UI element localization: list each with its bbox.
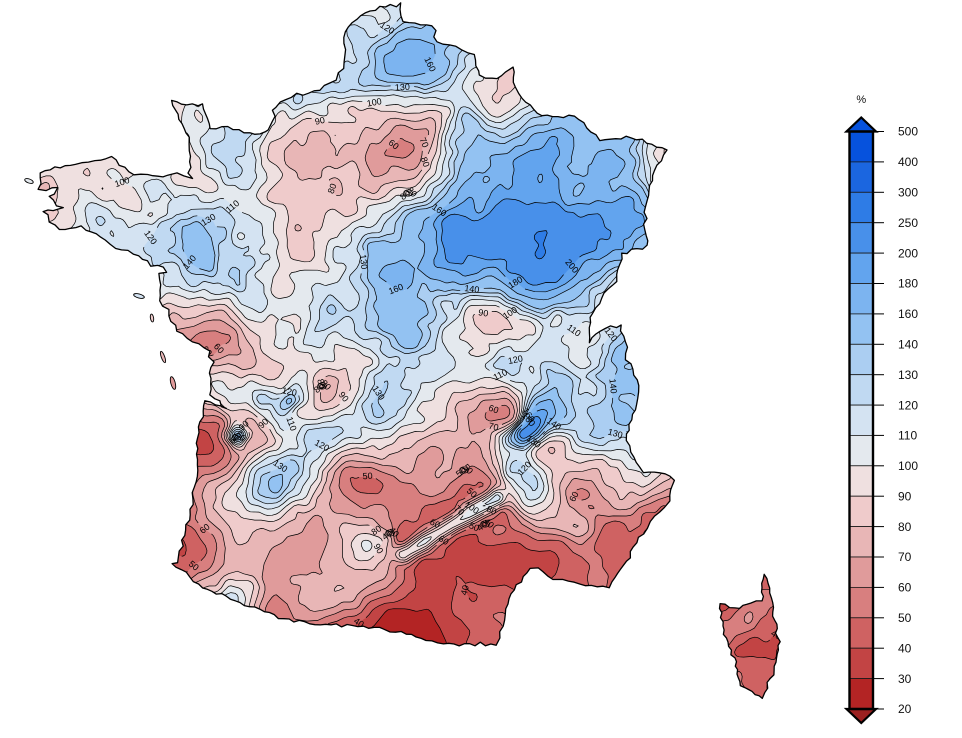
svg-text:80: 80 — [898, 520, 912, 534]
svg-text:400: 400 — [898, 155, 918, 169]
svg-text:40: 40 — [482, 516, 496, 530]
svg-text:40: 40 — [387, 525, 401, 539]
svg-text:60: 60 — [387, 137, 401, 151]
svg-text:40: 40 — [459, 584, 471, 596]
svg-text:120: 120 — [281, 385, 298, 398]
svg-text:90: 90 — [256, 416, 270, 430]
svg-text:180: 180 — [898, 277, 918, 291]
svg-text:70: 70 — [452, 503, 466, 517]
svg-text:140: 140 — [464, 283, 480, 295]
svg-text:80: 80 — [369, 523, 383, 537]
svg-text:50: 50 — [468, 520, 481, 533]
svg-text:80: 80 — [485, 504, 498, 517]
svg-text:40: 40 — [898, 641, 912, 655]
svg-text:50: 50 — [461, 462, 475, 476]
svg-text:40: 40 — [769, 628, 783, 642]
svg-text:130: 130 — [898, 368, 918, 382]
svg-text:130: 130 — [358, 254, 370, 270]
svg-text:80: 80 — [319, 378, 333, 392]
svg-text:80: 80 — [326, 182, 339, 195]
svg-text:60: 60 — [234, 429, 248, 443]
svg-text:60: 60 — [212, 341, 226, 355]
svg-text:90: 90 — [337, 390, 351, 404]
svg-text:90: 90 — [478, 307, 489, 318]
svg-text:50: 50 — [465, 486, 479, 500]
svg-text:140: 140 — [898, 338, 918, 352]
svg-text:90: 90 — [372, 542, 386, 556]
svg-text:50: 50 — [362, 471, 373, 482]
svg-text:30: 30 — [898, 672, 912, 686]
svg-text:70: 70 — [418, 136, 431, 149]
svg-text:80: 80 — [315, 378, 327, 390]
svg-text:50: 50 — [454, 465, 468, 479]
svg-text:500: 500 — [898, 125, 918, 139]
svg-text:20: 20 — [898, 702, 912, 716]
svg-text:60: 60 — [437, 533, 451, 547]
svg-text:60: 60 — [227, 432, 241, 446]
svg-text:110: 110 — [898, 429, 917, 443]
svg-text:80: 80 — [398, 188, 412, 202]
svg-text:50: 50 — [898, 611, 912, 625]
svg-text:120: 120 — [507, 353, 524, 366]
svg-text:60: 60 — [898, 581, 912, 595]
svg-text:300: 300 — [898, 186, 918, 200]
svg-text:70: 70 — [488, 421, 500, 433]
svg-text:100: 100 — [898, 459, 918, 473]
svg-text:80: 80 — [405, 185, 419, 199]
svg-text:160: 160 — [898, 307, 918, 321]
svg-text:130: 130 — [395, 82, 411, 93]
svg-text:130: 130 — [607, 427, 624, 441]
svg-text:60: 60 — [198, 522, 212, 536]
svg-text:%: % — [856, 94, 866, 106]
svg-text:200: 200 — [898, 246, 918, 260]
svg-text:60: 60 — [567, 490, 580, 503]
svg-text:90: 90 — [314, 115, 326, 127]
svg-text:250: 250 — [898, 216, 918, 230]
svg-text:70: 70 — [898, 550, 912, 564]
svg-text:90: 90 — [898, 489, 912, 503]
svg-text:40: 40 — [475, 519, 489, 533]
svg-text:100: 100 — [113, 175, 130, 189]
svg-text:140: 140 — [607, 378, 619, 394]
svg-text:80: 80 — [312, 381, 326, 395]
svg-text:80: 80 — [419, 156, 432, 169]
svg-text:50: 50 — [187, 559, 201, 573]
svg-text:60: 60 — [487, 403, 500, 416]
svg-text:120: 120 — [898, 398, 918, 412]
svg-text:60: 60 — [428, 517, 442, 531]
svg-text:110: 110 — [284, 415, 298, 432]
svg-text:100: 100 — [366, 96, 383, 108]
svg-text:40: 40 — [380, 528, 394, 542]
